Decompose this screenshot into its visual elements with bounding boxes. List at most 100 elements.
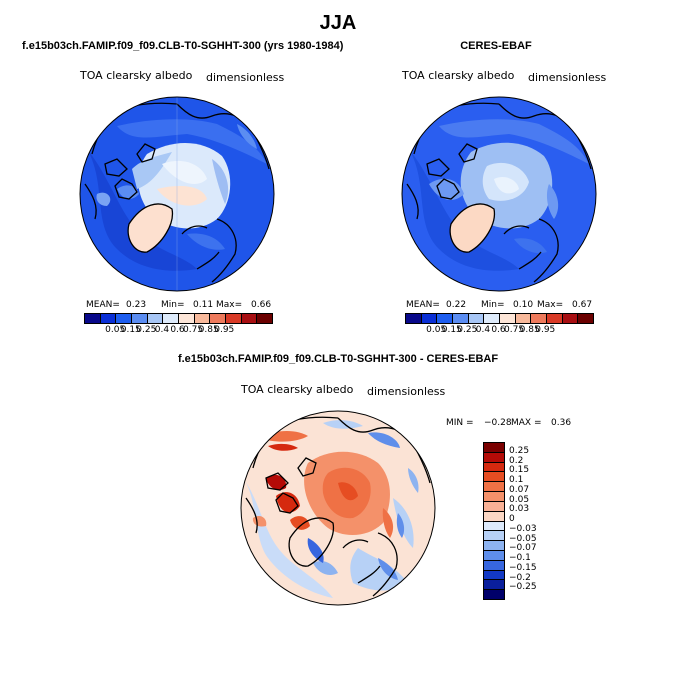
- colorbar-tick-label: 0.15: [509, 465, 530, 476]
- obs-polar-map: [401, 96, 597, 292]
- colorbar-swatch: [484, 472, 504, 483]
- colorbar-tick-label: 0.85: [198, 325, 219, 335]
- colorbar-swatch: [547, 314, 563, 323]
- colorbar-swatch: [484, 550, 504, 561]
- colorbar-tick-label: 0.95: [535, 325, 556, 335]
- colorbar-swatch: [484, 570, 504, 581]
- colorbar-tick-label: 0: [509, 514, 515, 524]
- obs-mean-value: 0.22: [446, 300, 467, 310]
- model-polar-map: [79, 96, 275, 292]
- colorbar-swatch: [257, 314, 273, 323]
- obs-min-value: 0.10: [513, 300, 534, 310]
- colorbar-tick-label: 0.6: [170, 325, 185, 335]
- colorbar-swatch: [468, 314, 485, 323]
- diff-panel-title: f.e15b03ch.FAMIP.f09_f09.CLB-T0-SGHHT-30…: [177, 353, 499, 365]
- model-max-value: 0.66: [251, 300, 272, 310]
- diff-min-value: −0.28: [484, 418, 512, 428]
- colorbar-swatch: [484, 443, 504, 453]
- diff-max-label: MAX =: [511, 418, 542, 428]
- colorbar-tick-label: 0.03: [509, 504, 530, 515]
- model-min-value: 0.11: [193, 300, 214, 310]
- obs-mean-label: MEAN=: [406, 300, 440, 310]
- colorbar-swatch: [116, 314, 133, 323]
- colorbar-swatch: [226, 314, 242, 323]
- obs-panel-title: CERES-EBAF: [460, 40, 532, 52]
- colorbar-swatch: [453, 314, 469, 323]
- colorbar-tick-label: −0.07: [509, 543, 537, 554]
- model-panel-title: f.e15b03ch.FAMIP.f09_f09.CLB-T0-SGHHT-30…: [22, 40, 344, 52]
- model-min-label: Min=: [161, 300, 185, 310]
- colorbar-swatch: [531, 314, 548, 323]
- colorbar-swatch: [406, 314, 422, 323]
- colorbar-swatch: [484, 580, 504, 591]
- diff-min-label: MIN =: [446, 418, 474, 428]
- diff-colorbar: [483, 442, 505, 600]
- colorbar-swatch: [484, 531, 504, 542]
- colorbar-tick-label: −0.1: [509, 553, 531, 563]
- colorbar-swatch: [85, 314, 101, 323]
- colorbar-tick-label: 0.4: [475, 325, 491, 335]
- colorbar-tick-label: 0.4: [154, 325, 170, 335]
- colorbar-swatch: [484, 511, 504, 522]
- colorbar-swatch: [500, 314, 516, 323]
- colorbar-tick-label: 0.2: [509, 455, 524, 466]
- colorbar-swatch: [100, 314, 117, 323]
- colorbar-swatch: [484, 501, 504, 512]
- colorbar-tick-label: 0.05: [105, 325, 126, 335]
- model-mean-label: MEAN=: [86, 300, 120, 310]
- colorbar-swatch: [484, 492, 504, 502]
- colorbar-swatch: [147, 314, 164, 323]
- colorbar-tick-label: 0.25: [509, 445, 530, 456]
- colorbar-tick-label: −0.25: [509, 582, 537, 593]
- obs-units-label: dimensionless: [528, 71, 607, 84]
- colorbar-tick-label: 0.75: [183, 325, 204, 335]
- colorbar-swatch: [132, 314, 148, 323]
- colorbar-tick-label: −0.2: [509, 572, 531, 583]
- colorbar-swatch: [163, 314, 180, 323]
- diff-polar-map: [240, 410, 436, 606]
- obs-max-label: Max=: [537, 300, 564, 310]
- colorbar-tick-label: −0.15: [509, 562, 537, 573]
- colorbar-swatch: [484, 452, 504, 463]
- colorbar-swatch: [484, 482, 504, 493]
- colorbar-swatch: [210, 314, 227, 323]
- colorbar-swatch: [484, 521, 504, 532]
- colorbar-tick-label: 0.05: [426, 325, 447, 335]
- obs-max-value: 0.67: [572, 300, 593, 310]
- diff-variable-label: TOA clearsky albedo: [241, 383, 354, 396]
- colorbar-tick-label: 0.25: [136, 325, 157, 335]
- colorbar-swatch: [241, 314, 258, 323]
- obs-variable-label: TOA clearsky albedo: [402, 69, 515, 82]
- colorbar-swatch: [578, 314, 594, 323]
- colorbar-tick-label: 0.1: [509, 475, 524, 485]
- diff-units-label: dimensionless: [367, 385, 446, 398]
- obs-colorbar: [405, 313, 594, 324]
- colorbar-swatch: [437, 314, 454, 323]
- obs-min-label: Min=: [481, 300, 505, 310]
- colorbar-tick-label: 0.95: [214, 325, 235, 335]
- colorbar-swatch: [562, 314, 579, 323]
- colorbar-tick-label: 0.15: [441, 325, 462, 335]
- colorbar-swatch: [515, 314, 532, 323]
- colorbar-swatch: [484, 314, 501, 323]
- colorbar-swatch: [421, 314, 438, 323]
- model-colorbar: [84, 313, 273, 324]
- colorbar-tick-label: −0.05: [509, 533, 537, 544]
- colorbar-tick-label: 0.6: [491, 325, 506, 335]
- model-max-label: Max=: [216, 300, 243, 310]
- colorbar-swatch: [484, 560, 504, 571]
- model-units-label: dimensionless: [206, 71, 285, 84]
- colorbar-tick-label: −0.03: [509, 523, 537, 534]
- model-variable-label: TOA clearsky albedo: [80, 69, 193, 82]
- colorbar-tick-label: 0.07: [509, 484, 530, 495]
- colorbar-swatch: [194, 314, 211, 323]
- colorbar-tick-label: 0.75: [504, 325, 525, 335]
- season-title: JJA: [319, 12, 357, 34]
- colorbar-tick-label: 0.25: [457, 325, 478, 335]
- colorbar-swatch: [484, 590, 504, 599]
- colorbar-tick-label: 0.85: [519, 325, 540, 335]
- diff-max-value: 0.36: [551, 418, 572, 428]
- colorbar-tick-label: 0.05: [509, 494, 530, 505]
- colorbar-swatch: [179, 314, 195, 323]
